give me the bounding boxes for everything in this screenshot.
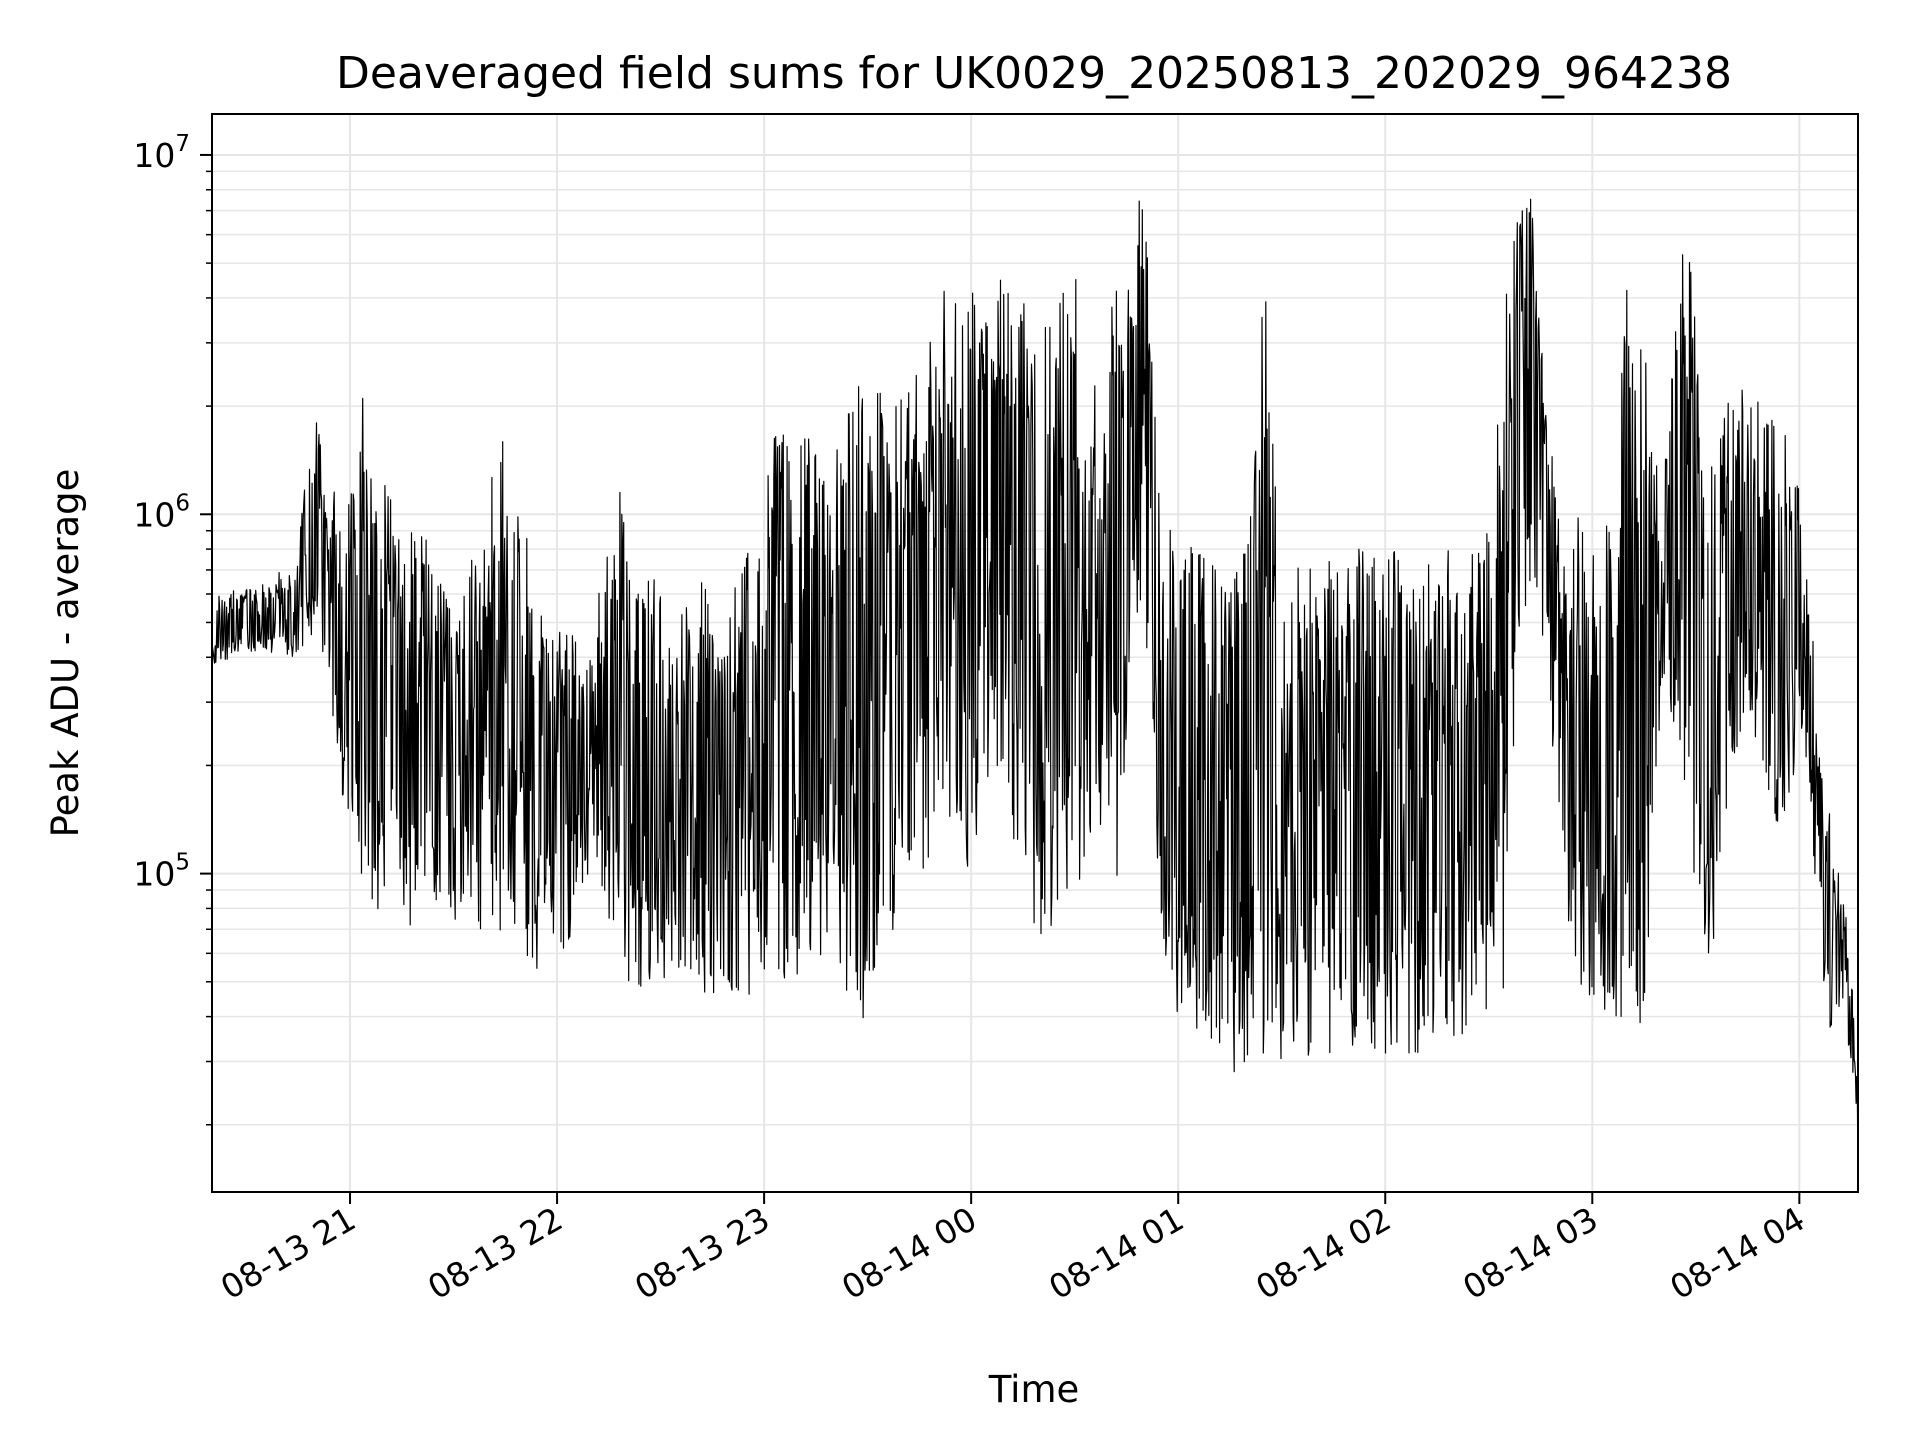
y-axis-label: Peak ADU - average	[44, 469, 87, 838]
series-line	[211, 198, 1859, 1170]
plot-area	[211, 198, 1859, 1170]
y-tick-label: 106	[133, 490, 190, 534]
y-tick-label: 105	[133, 850, 190, 894]
y-tick-label: 107	[133, 131, 190, 175]
x-axis-label: Time	[988, 1368, 1080, 1411]
y-axis-ticks: 105 106 107	[133, 131, 212, 1126]
plot-frame	[211, 113, 1859, 1193]
chart-title: Deaveraged field sums for UK0029_2025081…	[336, 48, 1732, 99]
